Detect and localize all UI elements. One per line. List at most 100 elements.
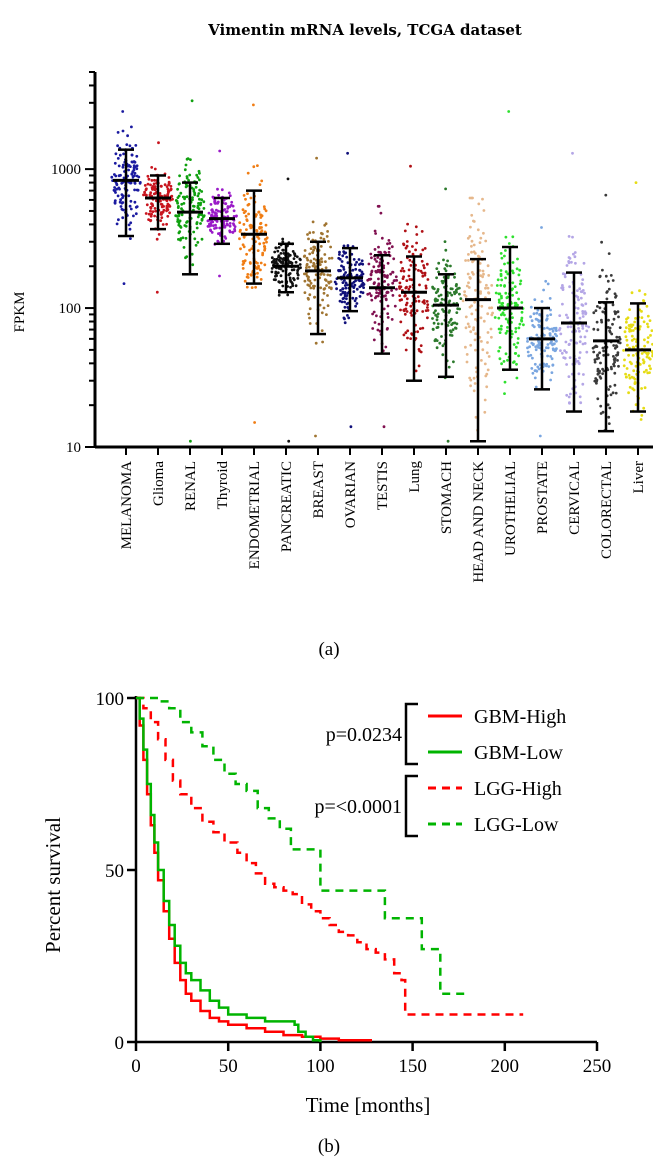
panel-a-data-point: [485, 385, 489, 389]
panel-a-data-point: [196, 215, 200, 219]
panel-a-data-point: [392, 257, 396, 261]
panel-a-data-point: [561, 284, 564, 287]
panel-a-data-point: [592, 311, 596, 315]
panel-a-data-point: [250, 247, 254, 251]
panel-a-data-point: [210, 214, 214, 217]
panel-a-data-point: [511, 281, 515, 285]
panel-a-data-point: [248, 248, 252, 252]
panel-a-data-point: [122, 282, 126, 285]
panel-a-data-point: [322, 291, 326, 295]
panel-a-data-point: [538, 313, 542, 317]
panel-a-data-point: [464, 326, 468, 330]
panel-a-category-label: STOMACH: [439, 461, 455, 534]
panel-a-data-point: [633, 377, 637, 381]
panel-a-data-point: [487, 291, 491, 295]
panel-a-data-point: [500, 362, 503, 366]
panel-a-data-point: [132, 168, 136, 172]
panel-a-data-point: [146, 174, 150, 178]
panel-a-data-point: [185, 195, 189, 199]
panel-a-data-point: [326, 304, 330, 307]
panel-a-data-point: [159, 184, 163, 188]
panel-a-data-point: [601, 268, 604, 272]
panel-a-data-point: [185, 221, 188, 224]
panel-a-data-point: [239, 247, 242, 251]
panel-a-data-point: [640, 414, 644, 417]
panel-a-data-point: [530, 341, 534, 345]
panel-a-data-point: [223, 224, 227, 228]
panel-b-curve-gbm-low: [136, 696, 322, 1042]
panel-a-data-point: [417, 364, 421, 368]
panel-a-data-point: [263, 263, 267, 267]
panel-a-data-point: [314, 434, 317, 438]
panel-a-data-point: [582, 373, 585, 376]
panel-a-data-point: [565, 363, 568, 366]
panel-a-data-point: [534, 385, 538, 389]
panel-a-data-point: [514, 352, 518, 355]
panel-a-data-point: [624, 326, 628, 330]
panel-a-data-point: [546, 343, 550, 346]
panel-a-data-point: [127, 168, 130, 172]
panel-a-y-tick-label: 10: [66, 440, 81, 456]
panel-a-data-point: [471, 196, 474, 200]
panel-a-data-point: [505, 329, 509, 333]
panel-a-data-point: [437, 294, 441, 298]
panel-a-data-point: [231, 204, 235, 208]
panel-a-data-point: [536, 344, 539, 347]
panel-a-data-point: [338, 269, 342, 272]
panel-a-data-point: [388, 241, 392, 245]
panel-a-category-label: RENAL: [183, 461, 199, 511]
panel-b-x-tick-label: 250: [583, 1056, 612, 1077]
panel-a-data-point: [314, 265, 318, 268]
panel-a-data-point: [194, 243, 198, 247]
panel-a-data-point: [207, 211, 211, 215]
panel-a-data-point: [577, 298, 580, 302]
panel-a-data-point: [609, 274, 613, 277]
panel-a-data-point: [446, 276, 450, 280]
panel-a-data-point: [606, 279, 610, 283]
panel-a-data-point: [582, 261, 586, 265]
panel-a-data-point: [210, 231, 214, 234]
panel-a-data-point: [307, 237, 310, 241]
panel-a-data-point: [548, 297, 552, 300]
panel-a-data-point: [500, 296, 503, 300]
panel-a-data-point: [496, 278, 500, 282]
panel-a-data-point: [639, 418, 643, 421]
panel-a-data-point: [499, 252, 503, 255]
panel-a-data-point: [446, 259, 449, 263]
panel-a-data-point: [259, 216, 263, 219]
panel-a-data-point: [149, 209, 152, 213]
panel-a-data-point: [441, 308, 444, 311]
panel-a-data-point: [611, 303, 615, 307]
panel-a-data-point: [563, 275, 567, 279]
panel-a-caption: (a): [318, 639, 339, 660]
panel-a-data-point: [211, 211, 215, 214]
panel-a-data-point: [345, 297, 348, 301]
panel-a-data-point: [161, 223, 165, 226]
panel-a-data-point: [607, 388, 611, 391]
panel-a-data-point: [329, 245, 332, 249]
panel-a-data-point: [506, 261, 510, 265]
panel-a-data-point: [195, 222, 199, 226]
panel-a-data-point: [568, 257, 572, 260]
panel-a-data-point: [624, 335, 628, 339]
panel-a-data-point: [567, 395, 571, 399]
panel-a-data-point: [567, 375, 571, 378]
panel-a-data-point: [312, 231, 315, 234]
panel-a-data-point: [630, 291, 634, 295]
panel-a-data-point: [309, 281, 313, 285]
panel-a-category-label: Liver: [631, 461, 647, 493]
panel-a-data-point: [352, 290, 356, 293]
panel-a-data-point: [502, 360, 506, 363]
panel-a-data-point: [258, 227, 261, 230]
panel-a-data-point: [142, 193, 145, 197]
panel-a-data-point: [482, 319, 486, 323]
panel-b-legend-label: GBM-Low: [474, 742, 563, 764]
panel-a-data-point: [400, 298, 403, 302]
panel-a-data-point: [308, 307, 312, 311]
panel-a-data-point: [473, 252, 477, 255]
panel-a-data-point: [563, 349, 566, 353]
panel-a-data-point: [461, 299, 465, 303]
panel-a-data-point: [116, 144, 119, 148]
panel-a-data-point: [486, 312, 490, 316]
panel-a-data-point: [218, 149, 222, 153]
